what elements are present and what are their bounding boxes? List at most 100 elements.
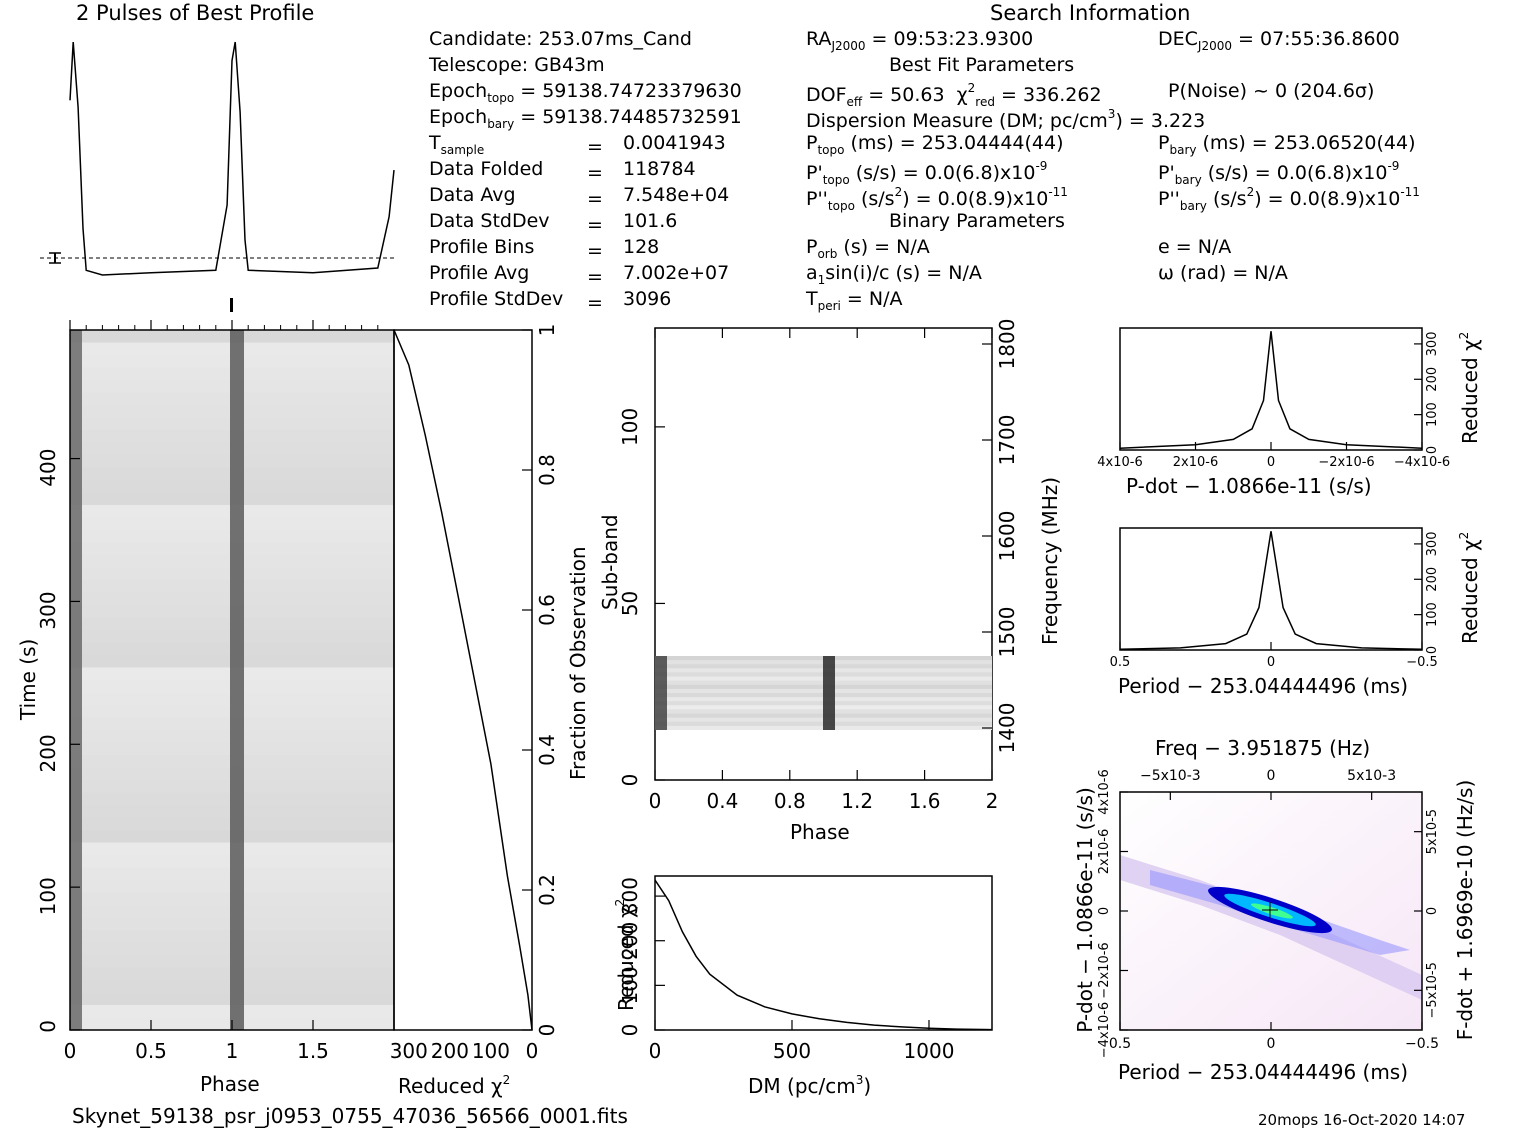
- search-info-title: Search Information: [990, 1, 1191, 25]
- small-ytick-label: 0: [1425, 646, 1440, 654]
- fraction-label: Fraction of Observation: [566, 546, 590, 780]
- period-line: [1119, 531, 1423, 651]
- period-axis-label: Period − 253.04444496 (ms): [1118, 674, 1409, 698]
- pp-ytick-label: −4x10-6: [1097, 1002, 1112, 1058]
- tc-ytick-label: 0.4: [535, 734, 559, 766]
- dm-axis-label: DM (pc/cm3): [748, 1073, 872, 1098]
- sb-xtick-label: 1.2: [841, 789, 873, 813]
- small-xtick-label: −0.5: [1406, 655, 1438, 670]
- pulse-stripe-left: [70, 330, 82, 1030]
- tc-xtick-label: 200: [431, 1039, 469, 1063]
- dm-ytick-label: 100: [618, 966, 642, 1004]
- period-frame: [1119, 527, 1423, 651]
- subband-pulse-right: [823, 656, 835, 730]
- time-chi2-line: [393, 329, 533, 1031]
- small-ytick-label: 100: [1425, 602, 1440, 627]
- subband-label: Sub-band: [598, 514, 622, 610]
- small-ytick-label: 0: [1425, 446, 1440, 454]
- dm-line: Dispersion Measure (DM; pc/cm3) = 3.223: [806, 107, 1206, 132]
- candidate-line: Candidate: 253.07ms_Cand: [429, 28, 692, 50]
- ra-line: RAJ2000 = 09:53:23.9300: [806, 28, 1034, 53]
- tp-ytick-label: 200: [36, 734, 60, 772]
- chi2-label-left: Reduced χ2: [398, 1073, 511, 1098]
- sb-y2tick-label: 1700: [995, 415, 1019, 466]
- pp-toptick-label: −5x10-3: [1140, 768, 1201, 784]
- dm-xtick-label: 500: [773, 1039, 811, 1063]
- tc-ytick-label: 0.8: [535, 454, 559, 486]
- epoch-topo-line: Epochtopo = 59138.74723379630: [429, 80, 742, 105]
- data-avg-value: 7.548e+04: [623, 184, 730, 206]
- data-avg-label: Data Avg: [429, 184, 516, 206]
- tp-xtick-label: 1.5: [297, 1039, 329, 1063]
- pp-fdot-label: F-dot + 1.6969e-10 (Hz/s): [1453, 779, 1477, 1041]
- sb-y2tick-label: 1800: [995, 319, 1019, 370]
- tp-ytick-label: 0: [36, 1020, 60, 1033]
- time-phase-yticks: 0 100 200 300 400: [36, 449, 80, 1033]
- phase-marker: [230, 298, 233, 312]
- time-chi2-frame: [393, 329, 533, 1031]
- phase-label-left: Phase: [200, 1072, 260, 1096]
- pnoise-line: P(Noise) ~ 0 (204.6σ): [1168, 80, 1375, 102]
- equals-col: = = = = = = =: [587, 136, 603, 314]
- profile-plot: [40, 41, 396, 312]
- small-ytick-label: 300: [1425, 331, 1440, 356]
- time-axis-label: Time (s): [16, 638, 40, 720]
- time-phase-xticks: 0 0.5 1 1.5: [64, 320, 379, 1063]
- sb-ytick-label: 50: [618, 591, 642, 616]
- small-xtick-label: 0: [1267, 455, 1275, 470]
- tp-ytick-label: 100: [36, 877, 60, 915]
- small-xtick-label: 0.5: [1110, 655, 1131, 670]
- period-pdot-map: 0.5 0 −0.5 −5x10-3 0 5x10-3 4x10-6 2x10-6 0 −2x10…: [1097, 768, 1440, 1058]
- pp-ytick-label: 2x10-6: [1097, 829, 1112, 874]
- subband-plot: 0 0.4 0.8 1.2 1.6 2 0 50 100 1400 1500 1600 1700 1800: [618, 319, 1019, 813]
- period-chi2-label: Reduced χ2: [1457, 531, 1482, 644]
- dm-xtick-label: 1000: [904, 1039, 955, 1063]
- tc-ytick-label: 0: [535, 1024, 559, 1037]
- pp-period-label: Period − 253.04444496 (ms): [1118, 1060, 1409, 1084]
- pp-ytick-label: 0: [1097, 907, 1112, 915]
- porb-line: Porb (s) = N/A: [806, 236, 930, 261]
- sb-y2tick-label: 1600: [995, 511, 1019, 562]
- profile-avg-value: 7.002e+07: [623, 262, 730, 284]
- profile-line: [69, 41, 395, 276]
- tc-ytick-label: 1: [535, 324, 559, 337]
- small-ytick-label: 300: [1425, 531, 1440, 556]
- small-ytick-label: 100: [1425, 402, 1440, 427]
- pdot-bary-line: P'bary (s/s) = 0.0(6.8)x10-9: [1158, 159, 1400, 187]
- pdot-axis-label: P-dot − 1.0866e-11 (s/s): [1126, 474, 1372, 498]
- pulse-stripe-right: [230, 330, 244, 1030]
- dm-ytick-label: 0: [618, 1024, 642, 1037]
- tc-ytick-label: 0.2: [535, 874, 559, 906]
- dm-ticks: 0 500 1000 0 100 200 300: [618, 877, 954, 1063]
- phase-label-mid: Phase: [790, 820, 850, 844]
- pp-ytick-label: 4x10-6: [1097, 769, 1112, 814]
- pbary-line: Pbary (ms) = 253.06520(44): [1158, 132, 1416, 157]
- profile-stddev-value: 3096: [623, 288, 672, 310]
- data-stddev-value: 101.6: [623, 210, 678, 232]
- small-xtick-label: −4x10-6: [1394, 455, 1450, 470]
- profile-bins-label: Profile Bins: [429, 236, 535, 258]
- tperi-line: Tperi = N/A: [806, 288, 903, 313]
- pdot-topo-line: P'topo (s/s) = 0.0(6.8)x10-9: [806, 159, 1048, 187]
- pp-toptick-label: 0: [1267, 768, 1276, 784]
- data-stddev-label: Data StdDev: [429, 210, 550, 232]
- pp-y2tick-label: 0: [1425, 907, 1440, 915]
- pp-pdot-label: P-dot − 1.0866e-11 (s/s): [1073, 787, 1097, 1033]
- dm-ytick-label: 200: [618, 922, 642, 960]
- profile-bins-value: 128: [623, 236, 660, 258]
- tp-xtick-label: 1: [226, 1039, 239, 1063]
- data-folded-label: Data Folded: [429, 158, 544, 180]
- sb-xtick-label: 0: [649, 789, 662, 813]
- time-chi2-plot: 0 0.2 0.4 0.6 0.8 1 300 200 100 0: [390, 324, 559, 1063]
- pdot-frame: [1119, 327, 1423, 451]
- pp-y2tick-label: −5x10-5: [1425, 962, 1440, 1018]
- pp-core-inner: [1251, 903, 1293, 919]
- tc-xtick-label: 0: [526, 1039, 539, 1063]
- tp-ytick-label: 300: [36, 591, 60, 629]
- dm-plot: 0 500 1000 0 100 200 300: [618, 875, 993, 1063]
- tp-xtick-label: 0: [64, 1039, 77, 1063]
